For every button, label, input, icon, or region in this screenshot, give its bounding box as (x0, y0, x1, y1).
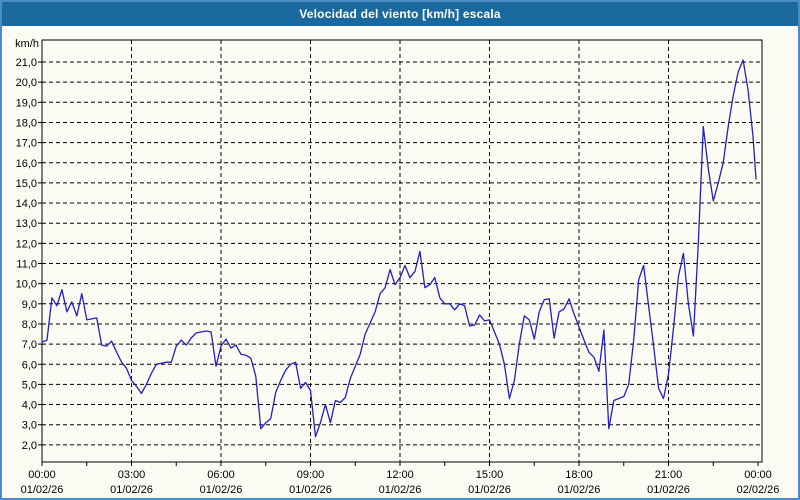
x-tick-time: 18:00 (565, 469, 593, 481)
x-tick-date: 01/02/26 (647, 484, 690, 496)
x-tick-date: 01/02/26 (21, 484, 64, 496)
y-tick-label: 4,0 (22, 400, 37, 412)
x-tick-time: 15:00 (476, 469, 504, 481)
grid-lines (38, 40, 762, 462)
x-tick-time: 09:00 (297, 469, 325, 481)
y-tick-label: 10,0 (16, 279, 37, 291)
y-tick-label: 16,0 (16, 158, 37, 170)
y-tick-label: 2,0 (22, 440, 37, 452)
x-tick-date: 01/02/26 (110, 484, 153, 496)
y-tick-label: 3,0 (22, 420, 37, 432)
y-tick-label: 20,0 (16, 77, 37, 89)
plot-border (41, 39, 763, 463)
chart-title-bar: Velocidad del viento [km/h] escala (2, 2, 798, 26)
x-tick-time: 06:00 (207, 469, 235, 481)
x-tick-time: 00:00 (744, 469, 772, 481)
x-tick-time: 03:00 (118, 469, 146, 481)
x-tick-time: 21:00 (655, 469, 683, 481)
y-tick-label: 6,0 (22, 359, 37, 371)
y-tick-label: 12,0 (16, 238, 37, 250)
wind-speed-chart: 00:00 01/02/26 03:00 01/02/26 06:00 01/02/26 0… (2, 26, 798, 498)
y-tick-label: 18,0 (16, 117, 37, 129)
y-tick-label: 15,0 (16, 178, 37, 190)
y-tick-label: 5,0 (22, 379, 37, 391)
y-tick-label: 19,0 (16, 97, 37, 109)
x-tick-time: 12:00 (386, 469, 414, 481)
x-axis-ticks (41, 462, 759, 466)
x-tick-date: 01/02/26 (200, 484, 243, 496)
x-tick-time: 00:00 (28, 469, 56, 481)
wind-speed-series-line (41, 59, 757, 438)
x-tick-date: 02/02/26 (737, 484, 780, 496)
chart-title: Velocidad del viento [km/h] escala (299, 7, 501, 21)
y-tick-label: 7,0 (22, 339, 37, 351)
y-tick-label: 13,0 (16, 218, 37, 230)
y-tick-label: 8,0 (22, 319, 37, 331)
x-tick-date: 01/02/26 (468, 484, 511, 496)
x-tick-date: 01/02/26 (379, 484, 422, 496)
y-tick-label: 9,0 (22, 299, 37, 311)
y-tick-label: 11,0 (16, 259, 37, 271)
x-axis-labels: 00:00 01/02/26 03:00 01/02/26 06:00 01/02/26 0… (21, 469, 780, 496)
y-tick-label: 14,0 (16, 198, 37, 210)
y-tick-label: 21,0 (16, 57, 37, 69)
y-axis-unit-label: km/h (15, 38, 39, 50)
y-axis-labels: 21,0 20,0 19,0 18,0 17,0 16,0 15,0 14,0 13,0 12,0… (15, 38, 39, 452)
x-tick-date: 01/02/26 (558, 484, 601, 496)
y-tick-label: 17,0 (16, 138, 37, 150)
x-tick-date: 01/02/26 (289, 484, 332, 496)
wind-speed-line-chart: 00:00 01/02/26 03:00 01/02/26 06:00 01/02/26 0… (15, 38, 780, 496)
